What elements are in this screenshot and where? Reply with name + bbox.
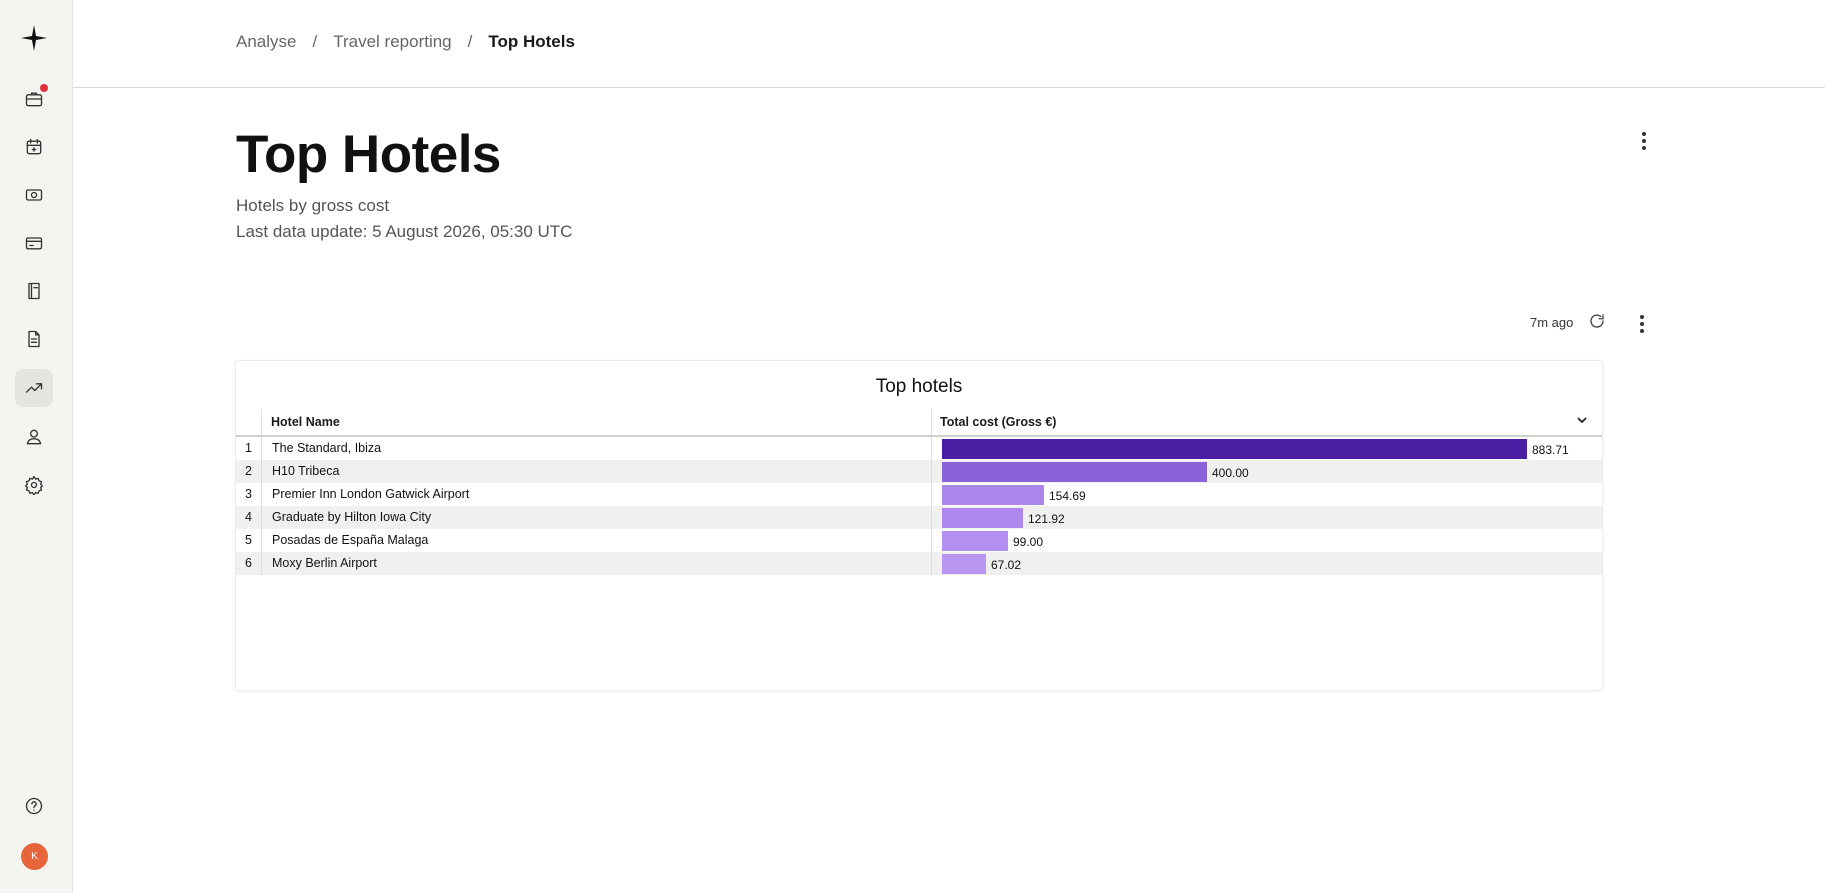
- more-dot-icon: [1642, 132, 1646, 136]
- row-index: 6: [236, 552, 262, 575]
- cost-bar: [942, 439, 1527, 459]
- row-index: 5: [236, 529, 262, 552]
- book-icon: [28, 282, 40, 300]
- more-dot-icon: [1640, 329, 1644, 333]
- breadcrumb-analyse[interactable]: Analyse: [236, 32, 297, 51]
- total-cost-cell: 400.00: [931, 460, 1602, 483]
- row-index: 1: [236, 437, 262, 460]
- sidebar-item-cards[interactable]: [15, 224, 53, 262]
- more-dot-icon: [1640, 315, 1644, 319]
- breadcrumb-separator: /: [312, 32, 318, 51]
- hotel-name-cell: The Standard, Ibiza: [272, 441, 382, 455]
- chevron-down-icon[interactable]: [1576, 414, 1588, 429]
- settings-icon: [25, 476, 43, 495]
- total-cost-cell: 154.69: [931, 483, 1602, 506]
- cost-bar: [942, 508, 1023, 528]
- cost-value-label: 883.71: [1532, 443, 1569, 457]
- table-body: 1 The Standard, Ibiza 883.71 2 H10 Tribeca 40…: [236, 437, 1602, 575]
- breadcrumb-separator: /: [467, 32, 473, 51]
- avatar[interactable]: K: [21, 843, 48, 870]
- top-hotels-card: Top hotels Hotel Name Total cost (Gross …: [236, 361, 1602, 690]
- row-index: 3: [236, 483, 262, 506]
- last-data-update: Last data update: 5 August 2026, 05:30 U…: [236, 222, 573, 241]
- card-icon: [25, 237, 43, 250]
- table-row[interactable]: 5 Posadas de España Malaga 99.00: [236, 529, 1602, 552]
- hotel-name-cell: Moxy Berlin Airport: [272, 556, 377, 570]
- total-cost-cell: 121.92: [931, 506, 1602, 529]
- breadcrumb-current: Top Hotels: [488, 32, 575, 51]
- table-row[interactable]: 3 Premier Inn London Gatwick Airport 154.6…: [236, 483, 1602, 506]
- document-icon: [28, 330, 40, 348]
- total-cost-cell: 99.00: [931, 529, 1602, 552]
- table-row[interactable]: 2 H10 Tribeca 400.00: [236, 460, 1602, 483]
- help-button[interactable]: [15, 787, 53, 825]
- total-cost-cell: 67.02: [931, 552, 1602, 575]
- sidebar: K: [0, 0, 73, 893]
- hotel-name-cell: Premier Inn London Gatwick Airport: [272, 487, 470, 501]
- refresh-button[interactable]: [1588, 312, 1608, 332]
- cost-bar: [942, 485, 1044, 505]
- hotel-name-cell: Graduate by Hilton Iowa City: [272, 510, 432, 524]
- briefcase-icon: [25, 92, 43, 107]
- user-icon: [26, 429, 42, 445]
- table-row[interactable]: 1 The Standard, Ibiza 883.71: [236, 437, 1602, 460]
- table-row[interactable]: 4 Graduate by Hilton Iowa City 121.92: [236, 506, 1602, 529]
- hotel-name-cell: Posadas de España Malaga: [272, 533, 429, 547]
- help-icon: [25, 797, 43, 815]
- sidebar-item-trips[interactable]: [15, 80, 53, 118]
- calendar-icon: [26, 138, 42, 155]
- sidebar-item-documents[interactable]: [15, 320, 53, 358]
- refresh-icon: [1590, 314, 1604, 328]
- breadcrumb-travel-reporting[interactable]: Travel reporting: [333, 32, 452, 51]
- hotel-name-cell: H10 Tribeca: [272, 464, 340, 478]
- total-cost-cell: 883.71: [931, 437, 1602, 460]
- widget-more-menu-button[interactable]: [1630, 310, 1654, 338]
- cost-value-label: 154.69: [1049, 489, 1086, 503]
- hotel-name-header[interactable]: Hotel Name: [271, 415, 340, 429]
- last-refreshed-text: 7m ago: [1530, 315, 1574, 330]
- analytics-icon: [25, 383, 43, 393]
- cost-bar: [942, 462, 1207, 482]
- more-dot-icon: [1642, 139, 1646, 143]
- sidebar-item-calendar[interactable]: [15, 128, 53, 166]
- index-column-header: [236, 409, 262, 435]
- sidebar-item-expenses[interactable]: [15, 176, 53, 214]
- breadcrumb: Analyse / Travel reporting / Top Hotels: [236, 32, 575, 52]
- page-subtitle: Hotels by gross cost: [236, 196, 390, 215]
- table-row[interactable]: 6 Moxy Berlin Airport 67.02: [236, 552, 1602, 575]
- row-index: 2: [236, 460, 262, 483]
- sidebar-item-people[interactable]: [15, 418, 53, 456]
- sidebar-item-policies[interactable]: [15, 272, 53, 310]
- cost-value-label: 99.00: [1013, 535, 1044, 549]
- total-cost-header-label: Total cost (Gross €): [940, 415, 1057, 429]
- total-cost-header[interactable]: Total cost (Gross €): [931, 409, 1600, 435]
- card-title: Top hotels: [875, 376, 963, 397]
- notification-dot: [40, 84, 48, 92]
- page-title: Top Hotels: [236, 125, 501, 184]
- cost-value-label: 67.02: [991, 558, 1022, 572]
- cost-value-label: 121.92: [1028, 512, 1065, 526]
- cost-bar: [942, 554, 986, 574]
- hotels-table: Hotel Name Total cost (Gross €) 1 The Sta…: [236, 409, 1602, 575]
- more-dot-icon: [1642, 146, 1646, 150]
- row-index: 4: [236, 506, 262, 529]
- cost-value-label: 400.00: [1212, 466, 1249, 480]
- table-header: Hotel Name Total cost (Gross €): [236, 409, 1602, 437]
- top-bar: Analyse / Travel reporting / Top Hotels: [73, 0, 1825, 88]
- sidebar-item-analyse[interactable]: [15, 369, 53, 407]
- money-icon: [25, 189, 43, 201]
- cost-bar: [942, 531, 1008, 551]
- more-dot-icon: [1640, 322, 1644, 326]
- logo-icon[interactable]: [15, 19, 53, 57]
- page-more-menu-button[interactable]: [1632, 127, 1656, 155]
- sidebar-item-settings[interactable]: [15, 466, 53, 504]
